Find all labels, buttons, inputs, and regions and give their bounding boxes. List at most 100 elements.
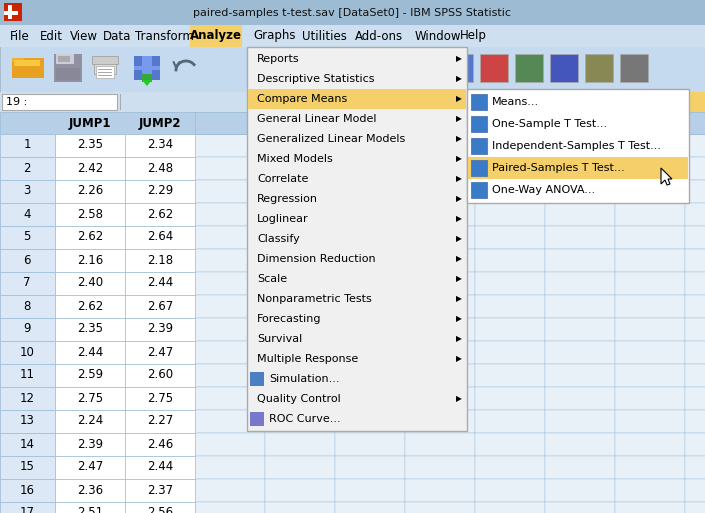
Text: 17: 17 [20,506,35,513]
Text: 2.16: 2.16 [77,253,103,266]
Text: 2.40: 2.40 [77,277,103,289]
Bar [475,249,545,272]
Bar [468,157,688,179]
Bar [125,180,195,203]
Bar [615,318,685,341]
Bar [615,502,685,513]
Bar [125,157,195,180]
Bar [195,272,265,295]
Bar [545,341,615,364]
Bar [14,60,40,66]
Text: One-Way ANOVA...: One-Way ANOVA... [492,185,595,195]
Bar [335,364,405,387]
Bar [335,203,405,226]
Bar [585,54,613,82]
Text: Utilities: Utilities [302,30,347,43]
Bar [471,138,487,154]
Bar [55,134,125,157]
Bar [55,226,125,249]
Bar [195,456,265,479]
Text: 2.48: 2.48 [147,162,173,174]
Bar [248,89,466,109]
Text: 2.47: 2.47 [147,345,173,359]
Bar [98,69,112,70]
Bar [55,295,125,318]
Text: ▶: ▶ [456,134,462,144]
Bar [4,3,22,21]
Bar [0,157,55,180]
Text: Scale: Scale [257,274,287,284]
Text: Dimension Reduction: Dimension Reduction [257,254,376,264]
Text: ▶: ▶ [456,394,462,404]
Text: ▶: ▶ [456,314,462,324]
Bar [125,134,195,157]
Text: 2.39: 2.39 [77,438,103,450]
Bar [96,66,114,78]
Text: Descriptive Statistics: Descriptive Statistics [257,74,374,84]
Text: ▶: ▶ [456,234,462,244]
Bar [0,272,55,295]
Bar [55,249,125,272]
Bar [195,364,265,387]
Text: 2.51: 2.51 [77,506,103,513]
Bar [0,0,705,25]
Bar [195,479,265,502]
Bar [55,387,125,410]
Text: 2.62: 2.62 [77,300,103,312]
Bar [335,180,405,203]
Bar [545,364,615,387]
Bar [125,295,195,318]
Text: Multiple Response: Multiple Response [257,354,358,364]
Bar [265,387,335,410]
Polygon shape [142,80,152,86]
Bar [92,56,118,64]
Bar [195,410,265,433]
Bar [615,433,685,456]
Bar [125,226,195,249]
Bar [615,364,685,387]
Text: Edit: Edit [40,30,63,43]
Text: 2.58: 2.58 [77,207,103,221]
Bar [405,180,475,203]
Bar [55,203,125,226]
Bar [0,364,55,387]
Bar [615,226,685,249]
Bar [545,456,615,479]
Bar [265,134,335,157]
Text: 2.29: 2.29 [147,185,173,198]
Text: ▶: ▶ [456,334,462,344]
Text: Graphs: Graphs [253,30,295,43]
Bar [335,112,405,134]
Bar [475,387,545,410]
Text: ▶: ▶ [456,294,462,304]
Bar [685,134,705,157]
Bar [125,502,195,513]
Bar [265,272,335,295]
Text: 13: 13 [20,415,35,427]
Text: 2.26: 2.26 [77,185,103,198]
Bar [685,249,705,272]
Text: JUMP1: JUMP1 [69,116,111,129]
Bar [125,387,195,410]
Bar [545,479,615,502]
Bar [471,160,487,176]
Bar [335,387,405,410]
Text: var: var [651,118,669,128]
Bar [685,112,705,134]
Bar [545,226,615,249]
Bar [405,157,475,180]
Bar [0,387,55,410]
Bar [335,295,405,318]
Bar [685,157,705,180]
Bar [615,341,685,364]
Bar [55,410,125,433]
Bar [685,433,705,456]
Text: Generalized Linear Models: Generalized Linear Models [257,134,405,144]
Bar [475,318,545,341]
Text: 3: 3 [23,185,31,198]
Text: paired-samples t-test.sav [DataSet0] - IBM SPSS Statistic: paired-samples t-test.sav [DataSet0] - I… [193,8,511,18]
Text: ▶: ▶ [456,74,462,84]
Text: 11: 11 [20,368,35,382]
Bar [250,412,264,426]
Bar [55,433,125,456]
